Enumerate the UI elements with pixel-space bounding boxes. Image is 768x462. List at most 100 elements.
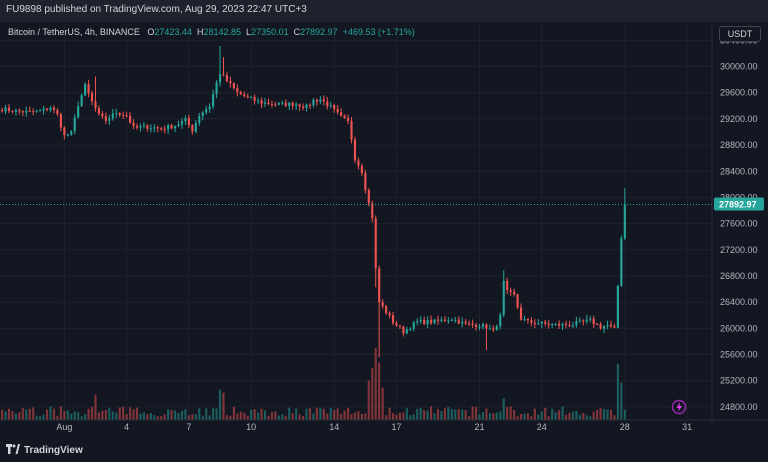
volume-bar — [450, 408, 453, 420]
candle-body — [160, 128, 163, 130]
time-axis[interactable]: Aug 4 7 10 14 17 21 24 28 31 — [0, 419, 768, 432]
candle-body — [39, 110, 42, 112]
volume-bar — [59, 406, 62, 420]
candle-body — [537, 323, 540, 325]
candle-body — [77, 106, 80, 118]
volume-bar — [391, 412, 395, 420]
candle-body — [519, 307, 523, 320]
price-tick-label: 28800.00 — [720, 140, 758, 150]
price-tick-label: 25200.00 — [720, 376, 758, 386]
volume-bar — [464, 410, 467, 420]
candle-body — [52, 107, 56, 111]
candle-body — [533, 322, 536, 324]
footer-bar — [0, 440, 768, 462]
candle-body — [364, 173, 367, 190]
volume-bar — [142, 412, 145, 420]
volume-bar — [239, 411, 242, 420]
candle-body — [616, 285, 619, 328]
volume-bar — [21, 408, 24, 420]
candle-body — [367, 189, 370, 204]
volume-bar — [495, 412, 498, 420]
candle-body — [270, 103, 274, 105]
volume-bar — [599, 408, 602, 420]
time-tick-label: 7 — [186, 422, 191, 432]
price-chart[interactable]: 30400.0030000.0029600.0029200.0028800.00… — [0, 22, 768, 432]
candle-body — [63, 127, 66, 136]
candle-body — [187, 118, 190, 126]
volume-bar — [225, 415, 229, 420]
volume-bar — [115, 412, 118, 420]
candle-body — [430, 319, 433, 324]
low-label: L — [246, 27, 252, 37]
volume-bar — [443, 408, 446, 420]
candle-body — [423, 319, 426, 325]
time-tick-label: 10 — [246, 422, 256, 432]
candle-body — [564, 323, 568, 326]
candles — [1, 45, 626, 358]
time-tick-label: 17 — [391, 422, 401, 432]
volume-bar — [506, 406, 509, 420]
volume-bar — [371, 368, 374, 420]
candle-body — [4, 107, 7, 112]
volume-bar — [336, 408, 339, 420]
candle-body — [80, 95, 83, 107]
volume-bar — [575, 410, 578, 420]
candle-body — [350, 120, 353, 140]
candle-body — [551, 324, 554, 326]
volume-bar — [253, 409, 256, 420]
brand[interactable]: TradingView — [6, 444, 83, 456]
volume-bar — [461, 409, 464, 420]
volume-bar — [198, 408, 201, 420]
volume-bar — [564, 414, 568, 420]
volume-bar — [492, 413, 495, 420]
candle-body — [592, 318, 595, 325]
volume-bar — [609, 409, 613, 420]
candle-body — [66, 134, 69, 136]
price-tick-label: 26400.00 — [720, 297, 758, 307]
volume-bar — [14, 413, 17, 420]
candle-body — [602, 326, 606, 329]
volume-bar — [423, 410, 426, 420]
time-tick-label: 28 — [620, 422, 630, 432]
header-bar: FU9898 published on TradingView.com, Aug… — [0, 0, 768, 22]
candle-body — [173, 126, 177, 129]
last-price-badge — [714, 197, 764, 211]
time-tick-label: 21 — [475, 422, 485, 432]
candle-body — [301, 106, 305, 108]
candle-body — [388, 313, 391, 316]
candle-body — [118, 113, 121, 116]
candle-body — [122, 115, 125, 117]
lightning-event-icon[interactable] — [671, 399, 687, 415]
volume-bar — [533, 408, 536, 420]
currency-button[interactable]: USDT — [719, 26, 761, 42]
candle-body — [21, 111, 24, 113]
symbol-label[interactable]: Bitcoin / TetherUS, 4h, BINANCE — [8, 27, 140, 37]
candle-body — [499, 314, 502, 327]
volume-bar — [350, 414, 353, 420]
volume-bar — [63, 411, 66, 420]
candle-body — [108, 118, 111, 121]
volume-bar — [288, 407, 291, 420]
volume-bar — [104, 410, 107, 420]
candle-body — [405, 329, 408, 334]
candle-body — [502, 280, 505, 315]
volume-bar — [108, 407, 111, 420]
candle-body — [395, 323, 398, 326]
candle-body — [471, 323, 474, 325]
candle-body — [440, 319, 443, 321]
volume-bar — [236, 413, 239, 420]
time-tick-label: Aug — [56, 422, 72, 432]
candle-body — [492, 328, 495, 330]
candle-body — [298, 104, 301, 107]
time-tick-label: 31 — [682, 422, 692, 432]
price-tick-label: 25600.00 — [720, 350, 758, 360]
candle-body — [191, 125, 194, 132]
volume-bar — [156, 416, 159, 420]
volume-bar — [281, 414, 284, 420]
volume-bar — [571, 411, 574, 420]
candle-body — [218, 74, 222, 83]
candle-body — [419, 319, 422, 322]
volume-bar — [212, 408, 215, 420]
candle-body — [11, 111, 14, 113]
price-axis[interactable]: 30400.0030000.0029600.0029200.0028800.00… — [711, 22, 764, 420]
